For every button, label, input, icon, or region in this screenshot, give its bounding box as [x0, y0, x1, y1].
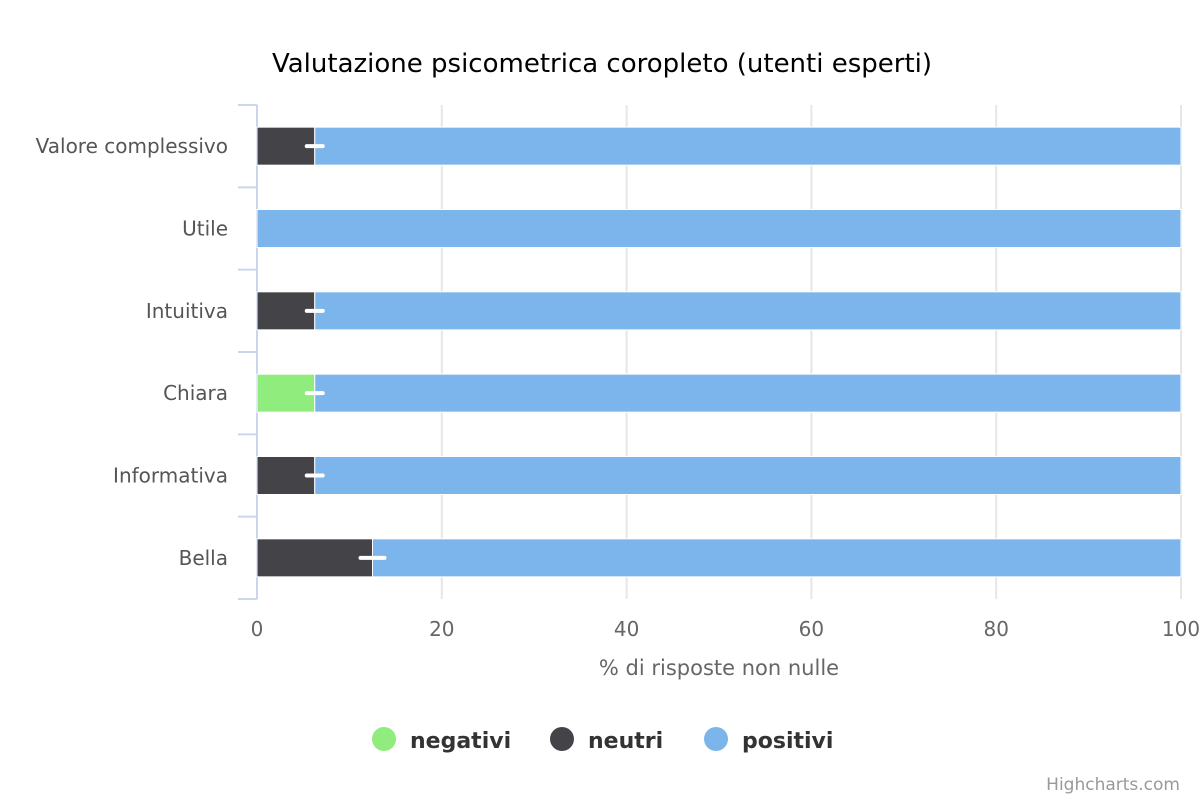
- value-axis-ticks: 0 20 40 60 80 100: [251, 617, 1200, 641]
- bar-positivi-2: [314, 291, 1182, 331]
- bar-positivi-1: [256, 209, 1182, 248]
- legend-item-positivi[interactable]: positivi: [704, 727, 833, 754]
- bar-positivi-0: [314, 126, 1182, 166]
- x-tick-label-40: 40: [614, 617, 639, 641]
- legend-symbol-neutri: [550, 727, 574, 751]
- legend-label-positivi: positivi: [742, 729, 833, 754]
- bars: [256, 126, 1182, 578]
- category-label-5: Bella: [179, 546, 228, 570]
- bar-positivi-3: [314, 373, 1182, 413]
- legend-label-negativi: negativi: [410, 729, 511, 754]
- x-tick-label-100: 100: [1162, 617, 1200, 641]
- gridlines: [440, 105, 1182, 599]
- legend-symbol-negativi: [372, 727, 396, 751]
- bar-neutri-5: [256, 538, 373, 578]
- credits-link[interactable]: Highcharts.com: [1046, 775, 1180, 795]
- x-axis-title: % di risposte non nulle: [599, 656, 839, 680]
- bar-positivi-5: [372, 538, 1182, 578]
- chart-title: Valutazione psicometrica coropleto (uten…: [272, 49, 932, 79]
- legend-item-negativi[interactable]: negativi: [372, 727, 511, 754]
- category-label-4: Informativa: [113, 464, 228, 488]
- legend: negativi neutri positivi: [372, 727, 833, 754]
- category-label-2: Intuitiva: [146, 299, 228, 323]
- category-label-3: Chiara: [163, 381, 228, 405]
- legend-symbol-positivi: [704, 727, 728, 751]
- legend-item-neutri[interactable]: neutri: [550, 727, 663, 754]
- x-tick-label-20: 20: [429, 617, 454, 641]
- x-tick-label-80: 80: [983, 617, 1008, 641]
- bar-positivi-4: [314, 456, 1182, 495]
- error-markers: [304, 144, 387, 560]
- category-label-1: Utile: [182, 217, 228, 241]
- category-label-0: Valore complessivo: [36, 134, 228, 158]
- legend-label-neutri: neutri: [588, 729, 663, 754]
- x-tick-label-60: 60: [799, 617, 824, 641]
- category-axis: Valore complessivo Utile Intuitiva Chiara In…: [36, 104, 258, 600]
- x-tick-label-0: 0: [251, 617, 264, 641]
